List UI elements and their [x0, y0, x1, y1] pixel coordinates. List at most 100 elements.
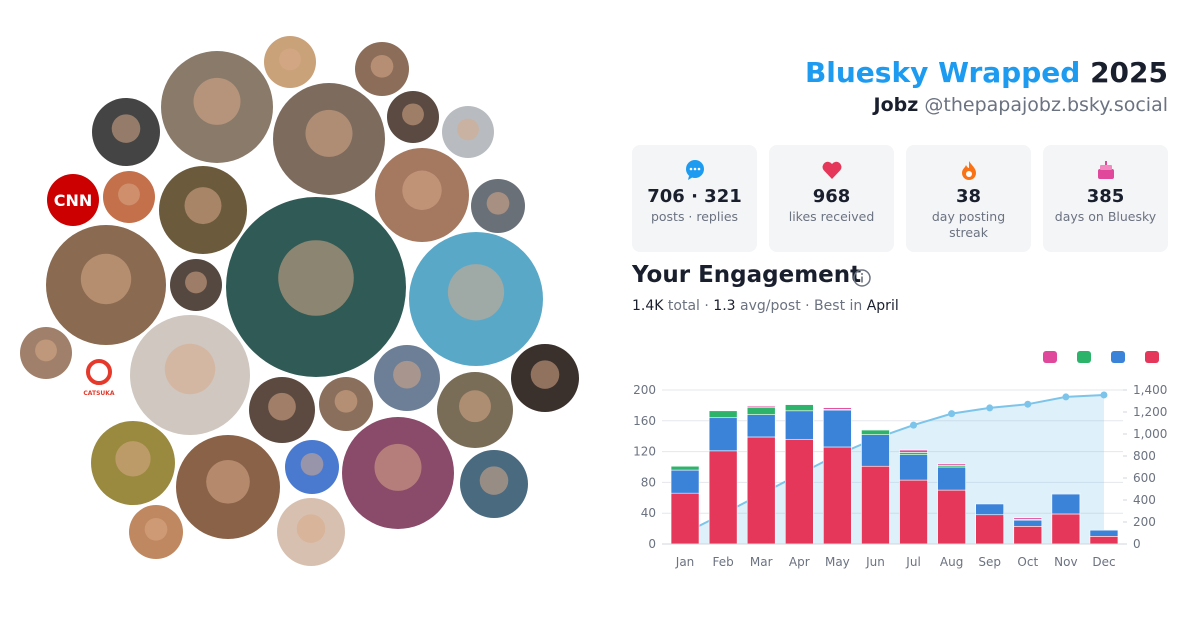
avatar-face	[457, 118, 479, 141]
bar[interactable]	[899, 454, 928, 481]
summary: 1.4K total · 1.3 avg/post · Best in Apri…	[632, 298, 899, 314]
x-tick-label: Nov	[1054, 555, 1077, 569]
x-tick-label: Mar	[750, 555, 773, 569]
bar[interactable]	[708, 417, 738, 452]
summary-part: 1.4K	[632, 298, 664, 314]
summary-part: avg/post · Best in	[735, 298, 867, 314]
y-tick-label: 40	[641, 506, 656, 520]
bar[interactable]	[670, 492, 700, 545]
avatar-face	[447, 264, 505, 321]
bar[interactable]	[1051, 492, 1081, 495]
bar[interactable]	[861, 434, 890, 467]
avatar-face	[118, 183, 140, 206]
bar[interactable]	[746, 405, 776, 409]
y2-tick-label: 600	[1133, 471, 1156, 485]
bar[interactable]	[784, 410, 814, 440]
legend-icon[interactable]	[1077, 351, 1091, 363]
bar[interactable]	[861, 429, 890, 435]
chart: 0 40 80 120 160 200 0 200 400 600 800 1,000 1,200 1,4…	[633, 351, 1167, 569]
avatar-face	[268, 392, 296, 421]
bar[interactable]	[975, 514, 1005, 545]
y-tick-label: 120	[633, 445, 656, 459]
summary-part: total ·	[663, 298, 714, 314]
bar[interactable]	[1013, 519, 1043, 527]
avatar-face	[300, 452, 324, 476]
bar[interactable]	[937, 489, 966, 545]
avatar-label: CNN	[54, 191, 93, 210]
avatar-face	[278, 240, 354, 316]
x-tick-label: Dec	[1092, 555, 1115, 569]
bar[interactable]	[670, 465, 700, 471]
stat-value: 968	[812, 186, 851, 207]
bar[interactable]	[746, 407, 776, 415]
bar[interactable]	[784, 438, 814, 545]
bar[interactable]	[1051, 493, 1081, 515]
x-tick-label: Jul	[905, 555, 920, 569]
bar[interactable]	[1089, 529, 1119, 537]
summary-part: April	[866, 298, 899, 314]
bar[interactable]	[899, 479, 928, 545]
x-tick-label: Jan	[675, 555, 695, 569]
avatar-face	[530, 360, 560, 389]
bar[interactable]	[746, 436, 776, 545]
avatar-face	[486, 191, 510, 215]
legend-icon[interactable]	[1043, 351, 1057, 363]
avatar-face	[296, 514, 326, 543]
bar[interactable]	[784, 404, 814, 412]
y-tick-label: 200	[633, 383, 656, 397]
bar[interactable]	[708, 410, 738, 419]
legend-icon[interactable]	[1145, 351, 1159, 363]
x-tick-label: Jun	[865, 555, 885, 569]
bar[interactable]	[746, 414, 776, 438]
line-point	[910, 421, 918, 429]
bar[interactable]	[861, 465, 890, 545]
stat-value: 385	[1086, 186, 1125, 207]
y2-tick-label: 1,000	[1133, 427, 1167, 441]
avatar-face	[111, 114, 141, 143]
y2-tick-label: 1,400	[1133, 383, 1167, 397]
bar[interactable]	[670, 469, 700, 494]
avatar-logo	[86, 359, 112, 385]
line-point	[1062, 393, 1070, 401]
x-tick-label: Oct	[1017, 555, 1038, 569]
info-icon[interactable]	[852, 268, 872, 288]
bar[interactable]	[1013, 517, 1043, 520]
bar[interactable]	[1089, 536, 1119, 545]
stat-value: 38	[955, 186, 982, 207]
bar[interactable]	[937, 463, 966, 466]
avatar-face	[334, 389, 358, 413]
avatar-face	[374, 443, 422, 491]
user-handle: @thepapajobz.bsky.social	[924, 94, 1168, 116]
section-title: Your Engagement	[632, 262, 862, 288]
user-line: Jobz @thepapajobz.bsky.social	[874, 94, 1168, 116]
x-tick-label: Sep	[978, 555, 1001, 569]
avatar-face	[393, 360, 421, 389]
bar[interactable]	[823, 446, 852, 545]
bar[interactable]	[708, 450, 738, 545]
avatar-label: CATSUKA	[83, 390, 115, 397]
line-point	[1024, 400, 1032, 408]
avatar-face	[185, 271, 207, 294]
x-tick-label: Apr	[789, 555, 810, 569]
icon	[1098, 161, 1114, 179]
bar[interactable]	[975, 503, 1005, 516]
bar[interactable]	[937, 466, 966, 491]
y-tick-label: 80	[641, 475, 656, 489]
title-text: Bluesky Wrapped	[804, 56, 1081, 89]
bar[interactable]	[899, 449, 928, 453]
bar[interactable]	[1013, 525, 1043, 545]
avatar-face	[402, 103, 424, 126]
bar[interactable]	[1051, 513, 1081, 545]
bar[interactable]	[899, 452, 928, 455]
stat-label: likes received	[788, 209, 875, 224]
avatar[interactable]	[47, 174, 99, 226]
bar[interactable]	[823, 407, 852, 410]
avatar-face	[144, 517, 168, 541]
bar[interactable]	[823, 409, 852, 448]
y2-tick-label: 200	[1133, 515, 1156, 529]
stat-card: 968 likes received	[769, 145, 894, 252]
y2-tick-label: 800	[1133, 449, 1156, 463]
y2-tick-label: 400	[1133, 493, 1156, 507]
legend-icon[interactable]	[1111, 351, 1125, 363]
